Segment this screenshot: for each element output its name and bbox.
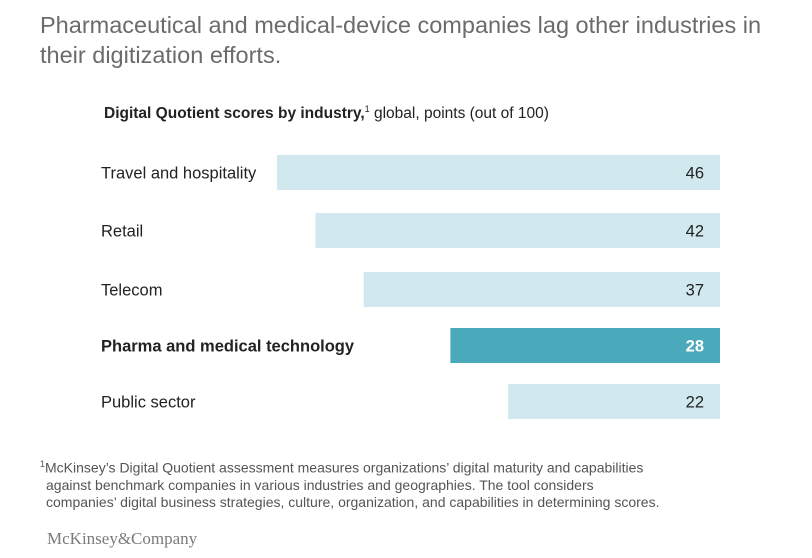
- chart-subtitle: Digital Quotient scores by industry,1 gl…: [104, 104, 549, 123]
- bar: [363, 272, 720, 307]
- footnote-line: companies’ digital business strategies, …: [46, 493, 660, 510]
- value-label: 28: [686, 338, 704, 356]
- category-label: Travel and hospitality: [101, 165, 257, 183]
- value-label: 22: [686, 394, 704, 412]
- subtitle-footnote-mark: 1: [364, 104, 370, 114]
- footnote-line: against benchmark companies in various i…: [46, 476, 594, 493]
- bar-row: Public sector 22: [101, 384, 720, 419]
- category-label: Pharma and medical technology: [101, 338, 355, 356]
- category-label: Public sector: [101, 394, 196, 412]
- bar-chart: Travel and hospitality 46 Retail 42 Telecom 3…: [101, 155, 720, 419]
- value-label: 42: [686, 223, 704, 241]
- bar-row: Telecom 37: [101, 272, 720, 307]
- bar: [277, 155, 720, 190]
- subtitle-bold: Digital Quotient scores by industry,: [104, 105, 365, 123]
- footnote: 1McKinsey’s Digital Quotient assessment …: [40, 456, 780, 511]
- bar-row: Travel and hospitality 46: [101, 155, 720, 190]
- subtitle-rest: global, points (out of 100): [369, 105, 549, 123]
- bar: [315, 213, 720, 248]
- mckinsey-logo: McKinsey&Company: [47, 529, 198, 548]
- category-label: Telecom: [101, 282, 162, 300]
- footnote-line: 1McKinsey’s Digital Quotient assessment …: [40, 459, 644, 476]
- value-label: 46: [686, 165, 704, 183]
- footnote-mark: 1: [40, 459, 46, 469]
- bar: [508, 384, 720, 419]
- bar: [450, 328, 720, 363]
- category-label: Retail: [101, 223, 143, 241]
- headline: Pharmaceutical and medical-device compan…: [40, 12, 762, 68]
- bar-row: Pharma and medical technology 28: [101, 328, 720, 363]
- bar-row: Retail 42: [101, 213, 720, 248]
- value-label: 37: [686, 282, 704, 300]
